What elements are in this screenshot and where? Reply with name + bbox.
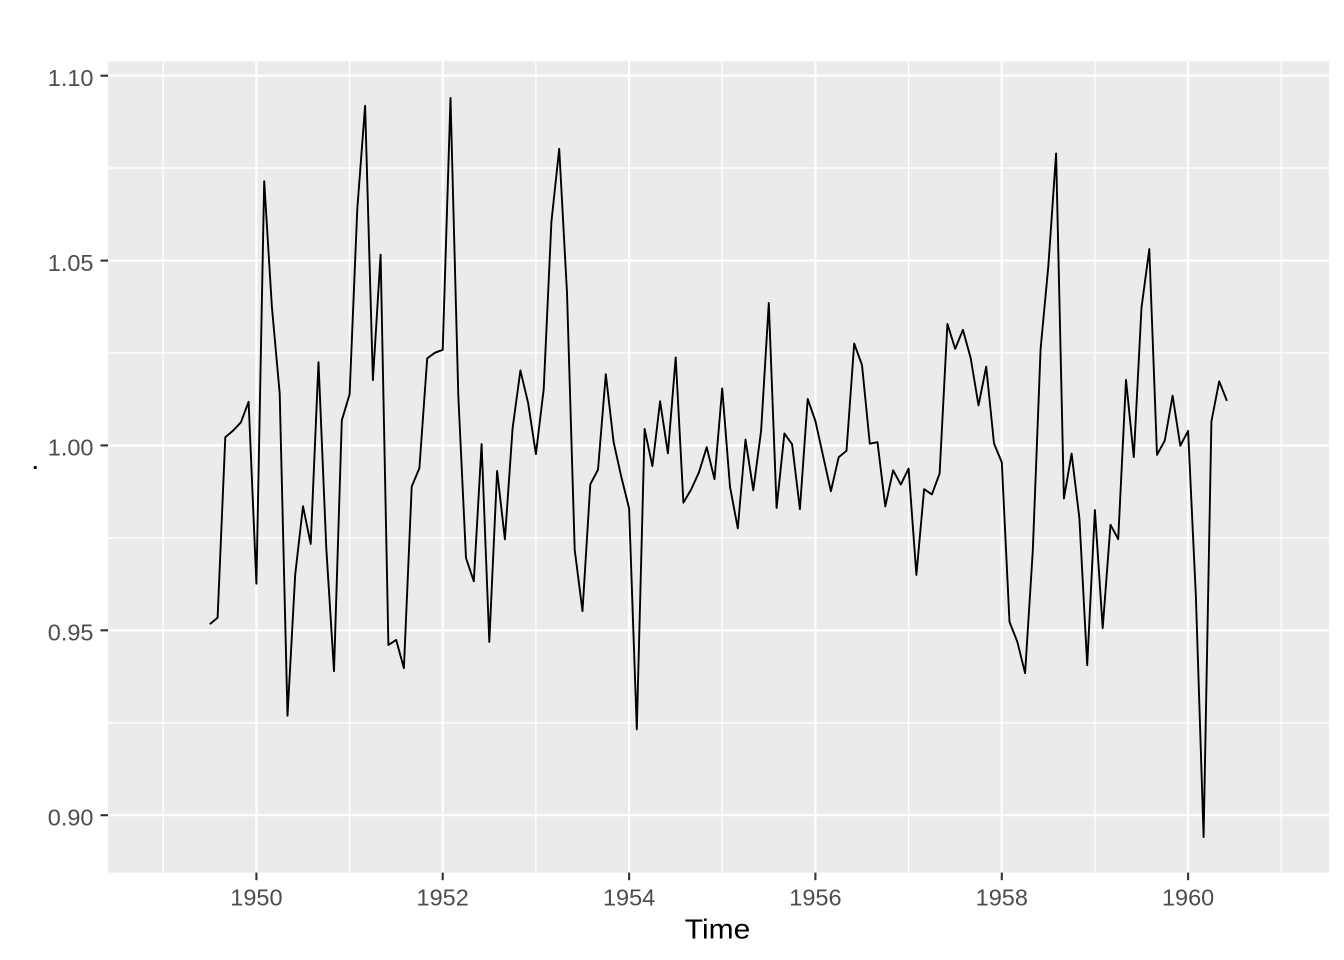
- svg-text:1954: 1954: [603, 885, 655, 911]
- svg-text:1.05: 1.05: [48, 250, 94, 276]
- svg-text:1952: 1952: [417, 885, 469, 911]
- svg-text:1958: 1958: [976, 885, 1028, 911]
- svg-text:1.00: 1.00: [48, 435, 94, 461]
- svg-text:1960: 1960: [1162, 885, 1214, 911]
- svg-text:1.10: 1.10: [48, 65, 94, 91]
- svg-text:0.90: 0.90: [48, 804, 94, 830]
- svg-text:0.95: 0.95: [48, 620, 94, 646]
- svg-text:1950: 1950: [230, 885, 282, 911]
- svg-text:1956: 1956: [789, 885, 841, 911]
- svg-text:Time: Time: [685, 914, 751, 945]
